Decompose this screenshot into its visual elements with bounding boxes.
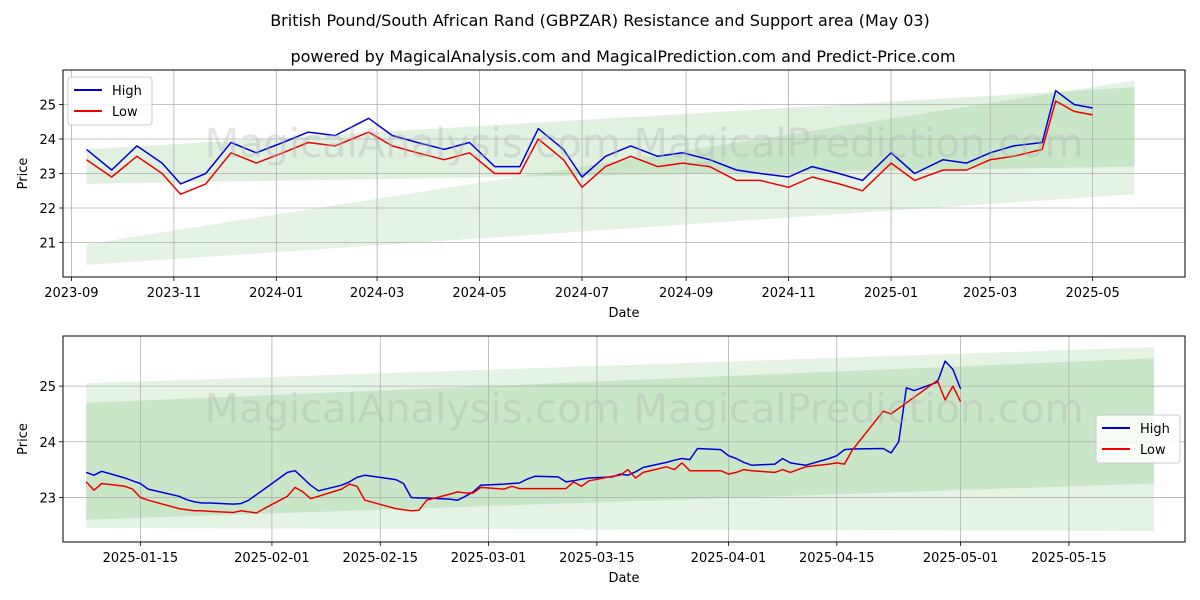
band-outer [86, 80, 1135, 265]
x-tick-label: 2024-11 [761, 286, 815, 301]
x-tick-label: 2023-11 [147, 286, 201, 301]
x-tick-label: 2024-07 [555, 286, 609, 301]
x-tick-label: 2025-03-15 [559, 551, 635, 566]
watermark-text: MagicalAnalysis.com MagicalPrediction.co… [205, 121, 1084, 167]
series-high-line [86, 89, 1093, 185]
watermark-text: MagicalAnalysis.com MagicalPrediction.co… [205, 387, 1084, 433]
y-tick-label: 21 [39, 237, 56, 252]
y-tick-label: 23 [39, 168, 56, 183]
x-tick-label: 2024-05 [452, 286, 506, 301]
x-tick-label: 2025-02-15 [342, 551, 418, 566]
legend: High Low [1095, 414, 1181, 464]
axes-frame [62, 335, 1186, 543]
chart-title: British Pound/South African Rand (GBPZAR… [270, 11, 930, 30]
x-tick-label: 2025-04-01 [691, 551, 767, 566]
legend-label-high: High [112, 84, 142, 99]
legend: High Low [67, 76, 153, 126]
y-tick-label: 24 [39, 436, 56, 451]
x-tick-label: 2025-02-01 [234, 551, 310, 566]
x-tick-label: 2025-05 [1065, 286, 1119, 301]
series-low-line [86, 100, 1093, 195]
x-tick-label: 2025-01 [864, 286, 918, 301]
x-axis-label: Date [608, 306, 639, 321]
axes-frame [62, 69, 1186, 278]
x-tick-label: 2024-09 [659, 286, 713, 301]
series-high-line [85, 360, 962, 505]
band-outer [86, 347, 1155, 531]
legend-label-high: High [1140, 422, 1170, 437]
y-tick-label: 25 [39, 99, 56, 114]
bottom-panel: 2025-01-15 2025-02-01 2025-02-15 2025-03-01… [16, 335, 1186, 586]
x-tick-label: 2025-03-01 [451, 551, 527, 566]
band-inner [86, 87, 1135, 184]
y-tick-label: 25 [39, 380, 56, 395]
y-axis-label: Price [16, 423, 31, 455]
y-tick-label: 24 [39, 133, 56, 148]
x-tick-label: 2024-01 [249, 286, 303, 301]
x-tick-label: 2025-04-15 [799, 551, 875, 566]
top-panel: 2023-09 2023-11 2024-01 2024-03 2024-05 2024-… [16, 69, 1186, 321]
y-tick-label: 23 [39, 491, 56, 506]
x-tick-label: 2025-03 [963, 286, 1017, 301]
x-tick-label: 2025-01-15 [103, 551, 179, 566]
x-tick-label: 2023-09 [44, 286, 98, 301]
x-tick-label: 2025-05-01 [923, 551, 999, 566]
legend-label-low: Low [1140, 443, 1166, 458]
legend-label-low: Low [112, 105, 138, 120]
series-low-line [85, 379, 962, 514]
x-axis-label: Date [608, 571, 639, 586]
x-tick-label: 2024-03 [350, 286, 404, 301]
x-tick-label: 2025-05-15 [1031, 551, 1107, 566]
y-axis-label: Price [16, 158, 31, 190]
chart-subtitle: powered by MagicalAnalysis.com and Magic… [290, 47, 955, 66]
y-tick-label: 22 [39, 202, 56, 217]
